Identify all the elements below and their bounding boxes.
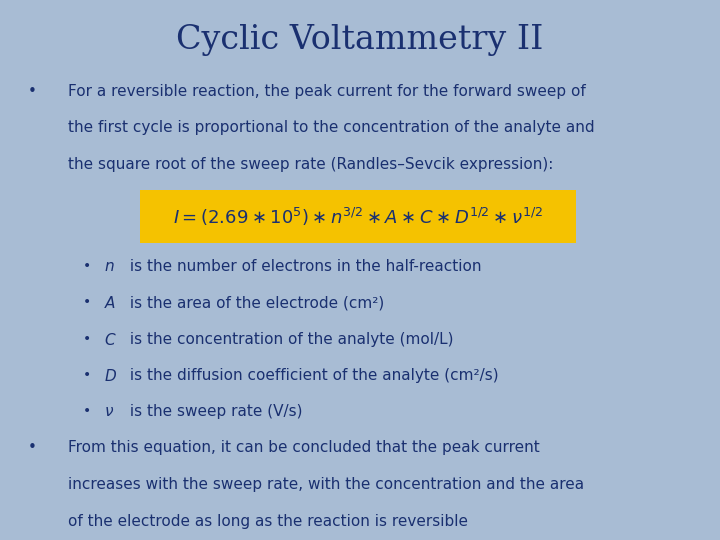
Text: $\mathit{C}$: $\mathit{C}$ (104, 332, 117, 348)
Text: •: • (83, 368, 91, 382)
Text: is the concentration of the analyte (mol/L): is the concentration of the analyte (mol… (125, 332, 453, 347)
Text: •: • (83, 259, 91, 273)
FancyBboxPatch shape (140, 190, 576, 243)
Text: •: • (27, 440, 36, 455)
Text: is the area of the electrode (cm²): is the area of the electrode (cm²) (125, 295, 384, 310)
Text: the first cycle is proportional to the concentration of the analyte and: the first cycle is proportional to the c… (68, 120, 595, 136)
Text: From this equation, it can be concluded that the peak current: From this equation, it can be concluded … (68, 440, 540, 455)
Text: •: • (83, 404, 91, 418)
Text: $\mathit{I} = (2.69 \ast 10^5) \ast \mathit{n}^{3/2} \ast \mathit{A} \ast \mathi: $\mathit{I} = (2.69 \ast 10^5) \ast \mat… (173, 206, 543, 227)
Text: For a reversible reaction, the peak current for the forward sweep of: For a reversible reaction, the peak curr… (68, 84, 586, 99)
Text: of the electrode as long as the reaction is reversible: of the electrode as long as the reaction… (68, 514, 469, 529)
Text: $\mathit{n}$: $\mathit{n}$ (104, 259, 115, 274)
Text: is the diffusion coefficient of the analyte (cm²/s): is the diffusion coefficient of the anal… (125, 368, 498, 383)
Text: •: • (83, 332, 91, 346)
Text: increases with the sweep rate, with the concentration and the area: increases with the sweep rate, with the … (68, 477, 585, 492)
Text: •: • (27, 84, 36, 99)
Text: $\mathit{D}$: $\mathit{D}$ (104, 368, 117, 384)
Text: $\mathit{A}$: $\mathit{A}$ (104, 295, 117, 312)
Text: Cyclic Voltammetry II: Cyclic Voltammetry II (176, 24, 544, 56)
Text: •: • (83, 295, 91, 309)
Text: $\mathit{\nu}$: $\mathit{\nu}$ (104, 404, 114, 419)
Text: is the sweep rate (V/s): is the sweep rate (V/s) (125, 404, 302, 419)
Text: the square root of the sweep rate (Randles–Sevcik expression):: the square root of the sweep rate (Randl… (68, 157, 554, 172)
Text: is the number of electrons in the half-reaction: is the number of electrons in the half-r… (125, 259, 481, 274)
